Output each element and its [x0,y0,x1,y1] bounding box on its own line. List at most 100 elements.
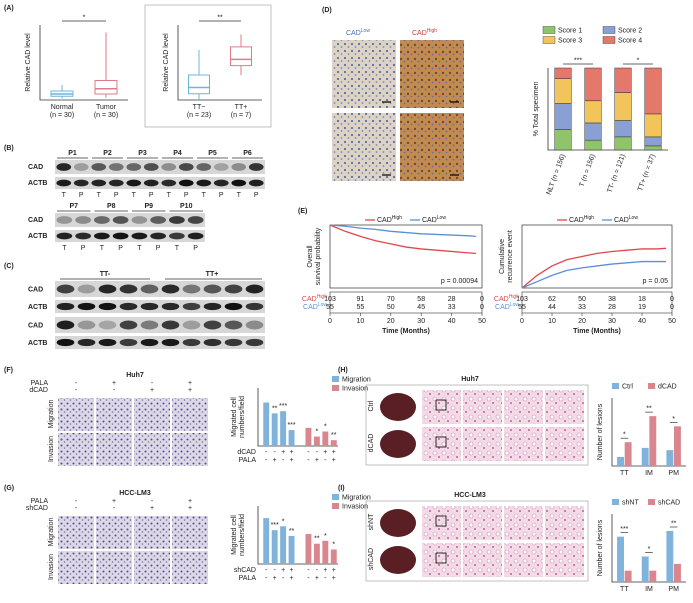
label-sup: Low [361,28,371,34]
label-base: CAD [569,217,584,224]
patient-label: P4 [173,150,182,157]
band [98,338,117,347]
band [150,232,166,240]
condition-name: PALA [239,457,257,464]
y-axis-label: Cumulative [499,239,506,274]
band [56,163,72,171]
condition-name: shCAD [234,567,256,574]
condition-sign: - [316,567,319,574]
treatment-sign: - [113,387,116,394]
at-risk-count: 45 [417,304,425,311]
condition-sign: - [265,575,268,582]
at-risk-count: 19 [638,304,646,311]
label-base: CAD [303,304,318,311]
bar [288,535,295,564]
band [131,216,148,224]
band [77,338,96,347]
legend-swatch [648,499,655,505]
treatment-name: dCAD [29,387,48,394]
lane-label: T [62,192,67,199]
axes [611,514,686,583]
at-risk-count: 38 [608,296,616,303]
band [140,338,159,347]
bar-segment [644,67,662,115]
condition-name: PALA [239,575,257,582]
legend-label: CADHigh [377,215,402,224]
condition-sign: - [307,449,310,456]
lane-label: T [175,245,180,252]
patient-label: P1 [68,150,77,157]
treatment-sign: + [188,380,192,387]
bar-segment [584,100,602,124]
p-value: p = 0.00094 [441,278,478,285]
bar-segment [554,78,572,104]
legend-swatch [612,499,619,505]
band [140,302,159,311]
box [94,80,118,95]
significance: ** [217,15,223,22]
x-tick-label: Normal [51,104,74,111]
lane-label: T [167,192,172,199]
transwell-image [58,433,94,466]
panel-label: (B) [4,145,14,152]
at-risk-count: 55 [357,304,365,311]
x-tick-label: 10 [548,318,556,325]
histology-image [463,506,502,540]
bar [624,442,632,466]
x-tick-label: PM [668,586,679,593]
zoom-box [435,515,447,527]
survival-curve [521,260,666,289]
patient-label: P2 [103,150,112,157]
condition-sign: + [323,567,327,574]
at-risk-count: 28 [448,296,456,303]
transwell-image [58,398,94,431]
row-label: Migration [48,518,55,547]
bar-segment [554,129,572,151]
x-tick-label: 10 [357,318,365,325]
band [119,284,138,294]
significance: ** [671,521,677,528]
condition-sign: + [315,575,319,582]
band [91,179,107,187]
x-tick-label: IM [645,586,653,593]
bar [330,440,337,446]
band [73,179,89,187]
significance: * [316,429,319,436]
category-note: (n = 23) [187,112,211,119]
label-base: CAD [346,30,361,37]
legend-swatch [602,26,616,34]
condition-sign: + [332,567,336,574]
y-axis-label: survival probability [315,227,322,285]
treatment-sign: - [75,505,78,512]
blot [55,177,265,189]
panel-frame [144,4,272,128]
band [56,320,75,330]
y-axis-label: Number of lesions [597,519,604,576]
legend-label: Invasion [342,504,368,511]
label-sup: High [584,215,595,221]
legend-swatch [602,36,616,44]
condition-sign: + [281,449,285,456]
band [98,302,117,311]
legend-label: Ctrl [622,384,633,391]
condition-sign: + [332,457,336,464]
treatment-sign: + [188,387,192,394]
lane-label: T [62,245,67,252]
patient-label: P8 [107,203,116,210]
band [143,179,159,187]
transwell-image [96,398,132,431]
label-base: CAD [495,304,510,311]
bar [330,549,337,564]
significance: *** [620,526,628,533]
legend-swatch [332,494,339,500]
label-sup: High [392,215,403,221]
x-tick-label: 50 [478,318,486,325]
bar [305,427,312,446]
y-axis-label: % Total specimen [533,82,540,137]
band [245,338,264,347]
group-label: TT- [100,271,111,278]
band [108,179,124,187]
significance: *** [271,522,279,529]
x-tick-label: 20 [387,318,395,325]
